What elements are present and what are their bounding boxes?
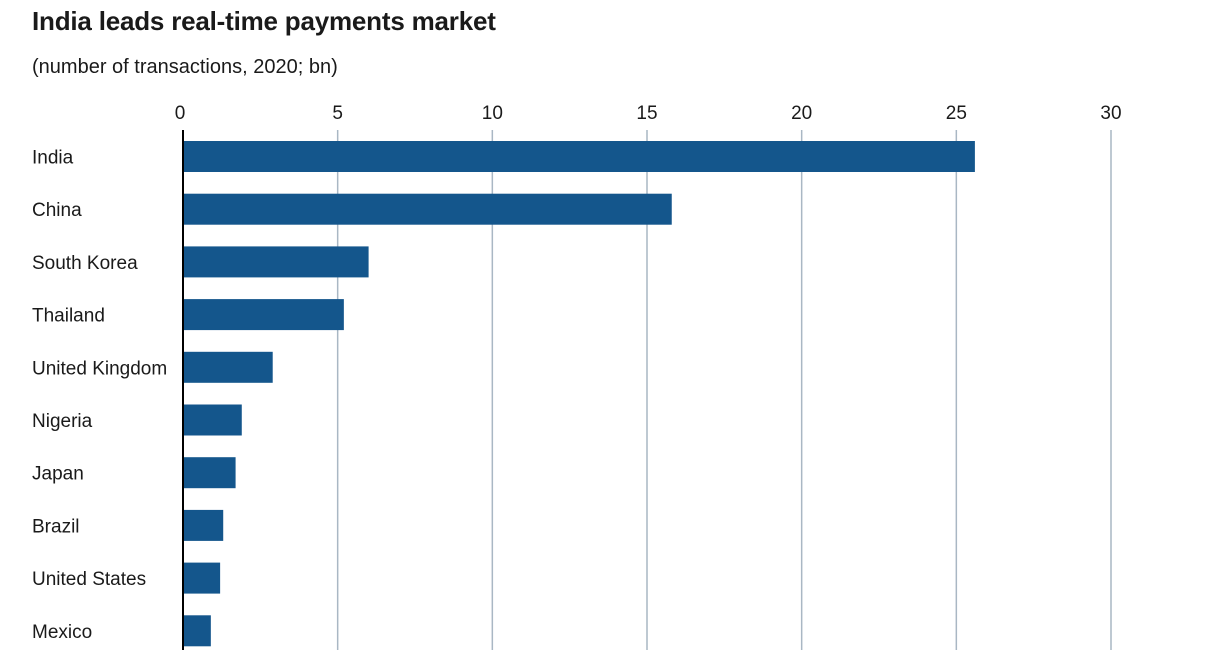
x-tick-label: 0	[175, 103, 186, 124]
category-label: Mexico	[32, 622, 92, 643]
bar-brazil	[183, 509, 224, 541]
x-tick-label: 15	[636, 103, 657, 124]
category-labels: India China South Korea Thailand United King…	[32, 148, 167, 643]
x-axis-ticks: 0 5 10 15 20 25 30	[175, 103, 1122, 124]
x-tick-label: 10	[482, 103, 503, 124]
category-label: South Korea	[32, 253, 138, 274]
bar-united-states	[183, 562, 221, 594]
bars	[183, 141, 975, 647]
x-tick-label: 5	[332, 103, 343, 124]
bar-china	[183, 193, 672, 225]
category-label: Japan	[32, 464, 84, 485]
category-label: China	[32, 200, 82, 221]
category-label: Thailand	[32, 306, 105, 327]
bar-united-kingdom	[183, 351, 273, 383]
bar-thailand	[183, 299, 344, 331]
category-label: United States	[32, 569, 146, 590]
bar-japan	[183, 457, 236, 489]
gridlines	[336, 130, 1112, 650]
chart-subtitle: (number of transactions, 2020; bn)	[32, 56, 338, 78]
category-label: United Kingdom	[32, 358, 167, 379]
bar-south-korea	[183, 246, 369, 278]
x-tick-label: 25	[946, 103, 967, 124]
bar-india	[183, 141, 975, 172]
category-label: Brazil	[32, 516, 80, 537]
x-tick-label: 20	[791, 103, 812, 124]
x-tick-label: 30	[1100, 103, 1121, 124]
chart-title: India leads real-time payments market	[32, 6, 496, 36]
bar-nigeria	[183, 404, 242, 436]
category-label: India	[32, 148, 74, 169]
bar-mexico	[183, 615, 211, 647]
category-label: Nigeria	[32, 411, 93, 432]
